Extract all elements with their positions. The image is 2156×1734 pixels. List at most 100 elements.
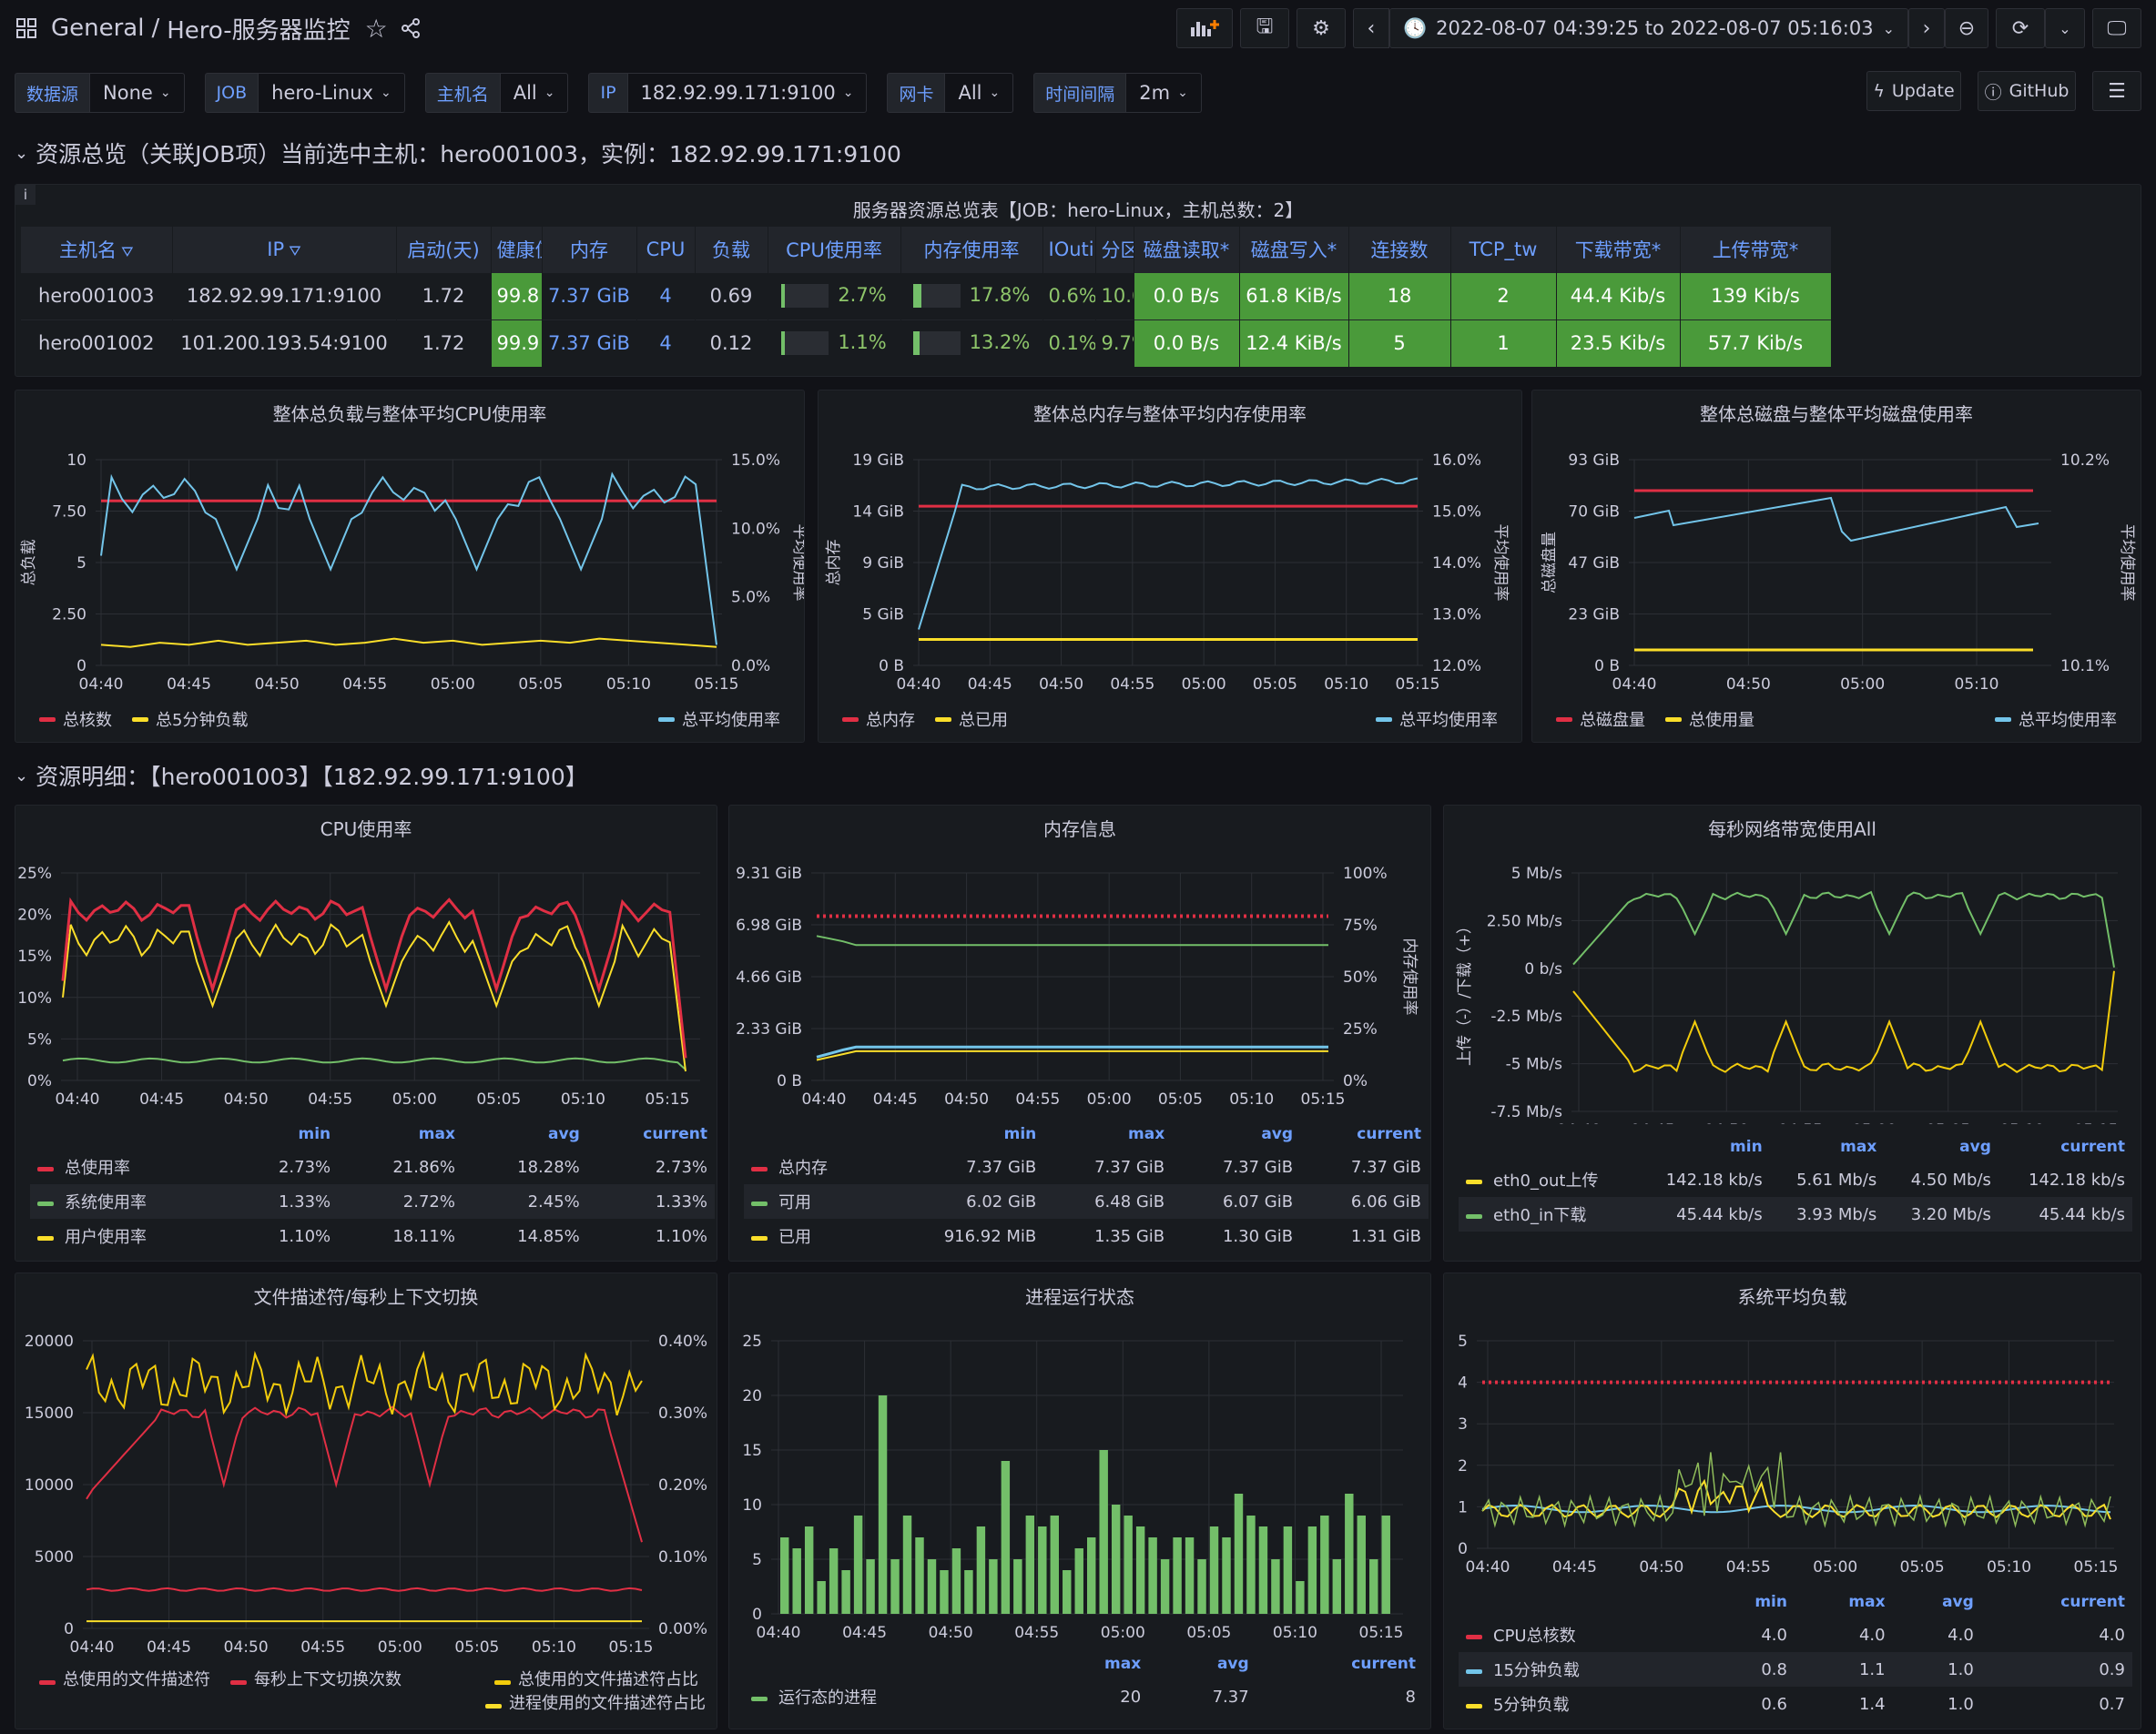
legend-row[interactable]: 15分钟负载 0.8 1.1 1.0 0.9 bbox=[1459, 1652, 2132, 1687]
legend-column-header[interactable]: avg bbox=[1959, 1138, 1991, 1156]
legend-item-fd-ratio[interactable]: 总使用的文件描述符占比 bbox=[494, 1667, 698, 1690]
row-header-detail[interactable]: ⌄ 资源明细：【hero001003】【182.92.99.171:9100】 bbox=[15, 764, 588, 790]
add-panel-button[interactable] bbox=[1175, 8, 1233, 48]
legend-column-header[interactable]: avg bbox=[548, 1125, 580, 1143]
column-header[interactable]: 健康值 bbox=[491, 227, 543, 272]
legend-row[interactable]: 总使用率 2.73% 21.86% 18.28% 2.73% bbox=[30, 1150, 715, 1184]
bar bbox=[989, 1559, 998, 1614]
column-header[interactable]: 负载 bbox=[695, 227, 768, 272]
column-header[interactable]: 主机名 ⛛ bbox=[21, 227, 173, 272]
legend-column-header[interactable]: current bbox=[643, 1125, 707, 1143]
refresh-interval-dropdown[interactable]: ⌄ bbox=[2045, 8, 2085, 48]
variable-select-5[interactable]: 2m ⌄ bbox=[1126, 73, 1202, 113]
legend-item-total-mem[interactable]: 总内存 bbox=[842, 707, 915, 731]
legend-column-header[interactable]: avg bbox=[1216, 1655, 1249, 1673]
variable-select-4[interactable]: All ⌄ bbox=[945, 73, 1014, 113]
variable-value: None bbox=[103, 82, 153, 104]
legend-column-header[interactable]: current bbox=[1357, 1125, 1421, 1143]
panel-title: 系统平均负载 bbox=[1737, 1286, 1847, 1308]
legend-column-header[interactable]: min bbox=[1754, 1593, 1787, 1611]
legend-row[interactable]: 系统使用率 1.33% 2.72% 2.45% 1.33% bbox=[30, 1184, 715, 1219]
share-icon[interactable] bbox=[401, 18, 421, 38]
github-link-button[interactable]: ⓘ GitHub bbox=[1978, 71, 2076, 111]
dashboard-title[interactable]: Hero-服务器监控 bbox=[167, 16, 351, 45]
legend-item-avg-rate[interactable]: 总平均使用率 bbox=[658, 707, 780, 731]
y-tick-label: 15000 bbox=[25, 1404, 74, 1423]
legend-column-header[interactable]: max bbox=[1128, 1125, 1165, 1143]
legend-item-proc-fd-ratio[interactable]: 进程使用的文件描述符占比 bbox=[485, 1690, 706, 1714]
legend-row[interactable]: 5分钟负载 0.6 1.4 1.0 0.7 bbox=[1459, 1687, 2132, 1721]
apps-grid-icon[interactable] bbox=[15, 16, 38, 40]
bar bbox=[1381, 1516, 1390, 1614]
legend-item-avg-rate[interactable]: 总平均使用率 bbox=[1995, 707, 2117, 731]
star-icon[interactable]: ☆ bbox=[364, 13, 388, 44]
variable-select-2[interactable]: All ⌄ bbox=[500, 73, 569, 113]
legend-column-header[interactable]: min bbox=[298, 1125, 331, 1143]
tv-mode-button[interactable]: 🖵 bbox=[2092, 8, 2141, 48]
panel-info-icon[interactable]: i bbox=[15, 185, 36, 205]
legend-item-total-disk[interactable]: 总磁盘量 bbox=[1556, 707, 1645, 731]
legend-row[interactable]: CPU总核数 4.0 4.0 4.0 4.0 bbox=[1459, 1617, 2132, 1652]
column-header[interactable]: 连接数 bbox=[1348, 227, 1451, 272]
legend-row[interactable]: 用户使用率 1.10% 18.11% 14.85% 1.10% bbox=[30, 1219, 715, 1253]
filter-icon[interactable]: ⛛ bbox=[116, 242, 134, 260]
legend-column-header[interactable]: max bbox=[1840, 1138, 1877, 1156]
bar bbox=[1296, 1581, 1305, 1614]
time-back-button[interactable]: ‹ bbox=[1352, 8, 1389, 48]
variable-select-1[interactable]: hero-Linux ⌄ bbox=[259, 73, 405, 113]
legend-item-load5[interactable]: 总5分钟负载 bbox=[132, 707, 248, 731]
legend-row[interactable]: eth0_out上传 142.18 kb/s 5.61 Mb/s 4.50 Mb/s 1… bbox=[1459, 1162, 2132, 1197]
column-header[interactable]: 上传带宽* bbox=[1680, 227, 1832, 272]
legend-column-header[interactable]: current bbox=[2060, 1593, 2125, 1611]
legend-row[interactable]: 已用 916.92 MiB 1.35 GiB 1.30 GiB 1.31 GiB bbox=[744, 1219, 1429, 1253]
legend-row[interactable]: 可用 6.02 GiB 6.48 GiB 6.07 GiB 6.06 GiB bbox=[744, 1184, 1429, 1219]
legend-item-total-cores[interactable]: 总核数 bbox=[39, 707, 112, 731]
legend-row[interactable]: 总内存 7.37 GiB 7.37 GiB 7.37 GiB 7.37 GiB bbox=[744, 1150, 1429, 1184]
column-header[interactable]: 磁盘读取* bbox=[1134, 227, 1240, 272]
column-header[interactable]: IOutil bbox=[1042, 227, 1096, 272]
column-header[interactable]: CPU使用率 bbox=[768, 227, 901, 272]
panel-title: 服务器资源总览表【JOB：hero-Linux，主机总数：2】 bbox=[852, 199, 1304, 221]
column-header[interactable]: 内存 bbox=[542, 227, 637, 272]
legend-item-used-mem[interactable]: 总已用 bbox=[935, 707, 1008, 731]
legend-row[interactable]: 运行态的进程 20 7.37 8 bbox=[744, 1679, 1423, 1714]
variable-select-3[interactable]: 182.92.99.171:9100 ⌄ bbox=[627, 73, 868, 113]
save-dashboard-button[interactable]: 🖫 bbox=[1239, 8, 1289, 48]
column-header[interactable]: 下载带宽* bbox=[1556, 227, 1681, 272]
refresh-button[interactable]: ⟳ bbox=[1996, 8, 2045, 48]
column-header[interactable]: 内存使用率 bbox=[900, 227, 1043, 272]
legend-column-header[interactable]: min bbox=[1730, 1138, 1763, 1156]
panel-legend-right: 总平均使用率 bbox=[1376, 707, 1498, 731]
legend-item-fd-total[interactable]: 总使用的文件描述符 bbox=[39, 1667, 210, 1690]
legend-column-header[interactable]: current bbox=[1351, 1655, 1416, 1673]
column-header[interactable]: 分区使用率 bbox=[1095, 227, 1134, 272]
legend-column-header[interactable]: max bbox=[1848, 1593, 1886, 1611]
legend-item-avg-rate[interactable]: 总平均使用率 bbox=[1376, 707, 1498, 731]
legend-column-header[interactable]: max bbox=[418, 1125, 455, 1143]
legend-item-ctx-switch[interactable]: 每秒上下文切换次数 bbox=[230, 1667, 402, 1690]
legend-column-header[interactable]: avg bbox=[1942, 1593, 1974, 1611]
column-header[interactable]: IP ⛛ bbox=[172, 227, 397, 272]
legend-column-header[interactable]: min bbox=[1003, 1125, 1037, 1143]
legend-row[interactable]: eth0_in下载 45.44 kb/s 3.93 Mb/s 3.20 Mb/s 45.… bbox=[1459, 1197, 2132, 1232]
filter-icon[interactable]: ⛛ bbox=[284, 241, 301, 259]
settings-button[interactable]: ⚙ bbox=[1296, 8, 1346, 48]
column-header[interactable]: TCP_tw bbox=[1450, 227, 1557, 272]
update-link-button[interactable]: ϟ Update bbox=[1866, 71, 1961, 111]
column-header[interactable]: 启动(天) bbox=[396, 227, 492, 272]
row-header-overview[interactable]: ⌄ 资源总览（关联JOB项）当前选中主机：hero001003，实例：182.9… bbox=[15, 141, 901, 167]
breadcrumb-folder[interactable]: General bbox=[51, 15, 145, 42]
legend-column-header[interactable]: max bbox=[1104, 1655, 1142, 1673]
menu-button[interactable]: ☰ bbox=[2092, 71, 2141, 111]
legend-column-header[interactable]: avg bbox=[1261, 1125, 1294, 1143]
zoom-out-button[interactable]: ⊖ bbox=[1945, 8, 1988, 48]
variable-select-0[interactable]: None ⌄ bbox=[90, 73, 185, 113]
legend-item-used-disk[interactable]: 总使用量 bbox=[1665, 707, 1754, 731]
time-range-picker[interactable]: 🕓 2022-08-07 04:39:25 to 2022-08-07 05:1… bbox=[1388, 8, 1908, 48]
time-forward-button[interactable]: › bbox=[1908, 8, 1945, 48]
series-ctx-switch bbox=[86, 1405, 643, 1543]
legend-series-name: 已用 bbox=[778, 1228, 811, 1247]
column-header[interactable]: CPU bbox=[636, 227, 696, 272]
column-header[interactable]: 磁盘写入* bbox=[1239, 227, 1349, 272]
legend-column-header[interactable]: current bbox=[2060, 1138, 2125, 1156]
